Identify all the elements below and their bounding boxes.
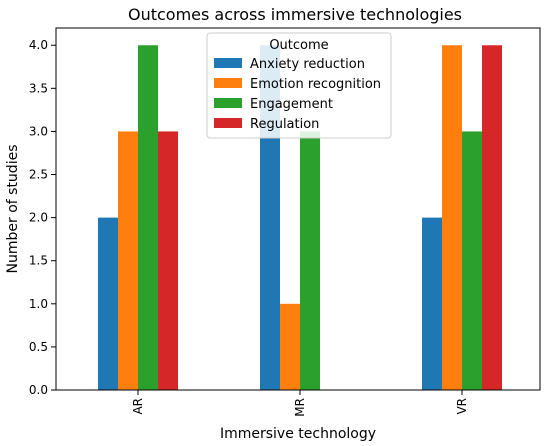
bar-ar-engagement bbox=[138, 45, 158, 390]
legend-title: Outcome bbox=[269, 38, 328, 53]
y-tick-label: 4.0 bbox=[29, 38, 48, 52]
bar-vr-emotion-recognition bbox=[442, 45, 462, 390]
bar-ar-anxiety-reduction bbox=[98, 217, 118, 390]
y-tick-label: 1.0 bbox=[29, 297, 48, 311]
y-tick-label: 2.5 bbox=[29, 168, 48, 182]
legend-label: Anxiety reduction bbox=[250, 57, 365, 72]
legend: Outcome Anxiety reduction Emotion recogni… bbox=[206, 32, 392, 139]
bar-vr-regulation bbox=[482, 45, 502, 390]
y-axis-label: Number of studies bbox=[5, 145, 21, 274]
y-tick-label: 2.0 bbox=[29, 211, 48, 225]
bar-ar-emotion-recognition bbox=[118, 131, 138, 390]
bar-ar-regulation bbox=[158, 131, 178, 390]
y-tick-label: 0.5 bbox=[29, 340, 48, 354]
plot-area-frame bbox=[55, 27, 541, 391]
legend-swatch bbox=[214, 78, 242, 88]
bar-vr-engagement bbox=[462, 131, 482, 390]
legend-swatch bbox=[214, 58, 242, 68]
bar-vr-anxiety-reduction bbox=[422, 217, 442, 390]
x-tick-label-ar: AR bbox=[131, 398, 145, 415]
x-axis-label: Immersive technology bbox=[220, 426, 376, 442]
bar-mr-emotion-recognition bbox=[280, 303, 300, 390]
bar-mr-engagement bbox=[300, 131, 320, 390]
legend-swatch bbox=[214, 118, 242, 128]
legend-swatch bbox=[214, 98, 242, 108]
chart-title: Outcomes across immersive technologies bbox=[128, 5, 462, 24]
legend-label: Emotion recognition bbox=[250, 77, 381, 92]
x-tick-label-mr: MR bbox=[293, 398, 307, 417]
y-tick-label: 3.0 bbox=[29, 124, 48, 138]
y-tick-label: 3.5 bbox=[29, 81, 48, 95]
y-tick-label: 1.5 bbox=[29, 254, 48, 268]
x-axis: AR MR VR bbox=[131, 390, 469, 417]
bars-group bbox=[98, 45, 502, 390]
y-tick-label: 0.0 bbox=[29, 383, 48, 397]
x-tick-label-vr: VR bbox=[455, 398, 469, 415]
legend-frame bbox=[206, 32, 392, 139]
legend-label: Engagement bbox=[250, 97, 333, 112]
legend-items: Anxiety reduction Emotion recognition Enga… bbox=[214, 57, 381, 132]
y-axis: 0.0 0.5 1.0 1.5 2.0 2.5 3.0 3.5 4.0 bbox=[29, 38, 56, 397]
legend-label: Regulation bbox=[250, 117, 319, 132]
